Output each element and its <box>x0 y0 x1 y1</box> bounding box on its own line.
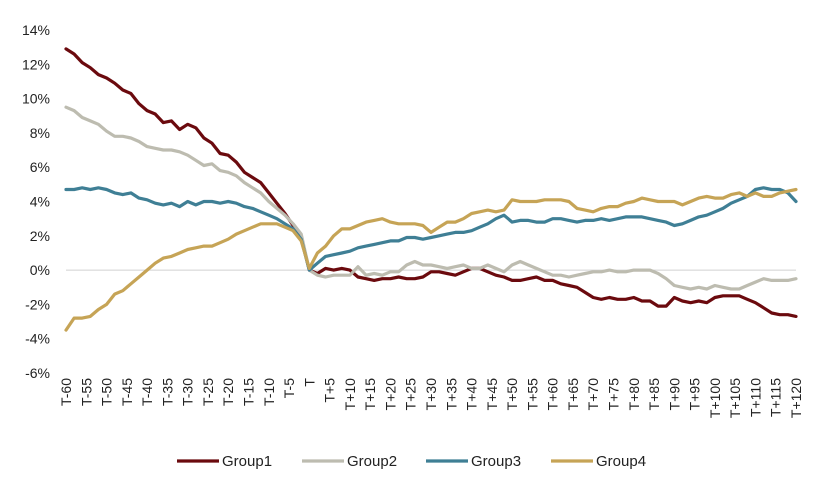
x-tick-label: T+35 <box>443 378 459 411</box>
x-tick-label: T-50 <box>99 378 115 406</box>
x-tick-label: T+90 <box>666 378 682 411</box>
y-tick-label: 10% <box>22 91 50 107</box>
x-tick-label: T <box>301 378 317 387</box>
x-tick-label: T+110 <box>747 378 763 417</box>
series-lines <box>64 47 798 332</box>
y-tick-label: 8% <box>30 125 50 141</box>
x-tick-label: T-45 <box>119 378 135 406</box>
x-tick-label: T+95 <box>687 378 703 411</box>
y-tick-label: 4% <box>30 194 50 210</box>
y-tick-label: 6% <box>30 159 50 175</box>
x-tick-label: T-60 <box>58 378 74 406</box>
y-tick-label: 2% <box>30 228 50 244</box>
y-tick-label: 0% <box>30 262 50 278</box>
series-line-group1 <box>64 47 798 318</box>
legend: Group1 Group2 Group3 Group4 <box>177 453 646 470</box>
legend-label-group4: Group4 <box>596 453 646 470</box>
x-tick-label: T+10 <box>342 378 358 411</box>
x-tick-label: T-35 <box>159 378 175 406</box>
x-tick-label: T+55 <box>524 378 540 411</box>
y-tick-label: -4% <box>25 331 50 347</box>
x-tick-label: T+30 <box>423 378 439 411</box>
y-tick-label: -2% <box>25 296 50 312</box>
series-line-group4 <box>64 187 798 332</box>
x-tick-label: T+115 <box>768 378 784 417</box>
legend-label-group2: Group2 <box>347 453 397 470</box>
x-tick-label: T+100 <box>707 378 723 418</box>
x-tick-label: T-55 <box>78 378 94 406</box>
x-tick-label: T+80 <box>626 378 642 411</box>
x-tick-label: T+85 <box>646 378 662 411</box>
x-tick-label: T-40 <box>139 378 155 406</box>
x-axis-tick-labels: T-60 T-55 T-50 T-45 T-40 T-35 T-30 T-25 T-20 T-15… <box>58 378 804 419</box>
legend-label-group1: Group1 <box>222 453 272 470</box>
x-tick-label: T+60 <box>545 378 561 411</box>
x-tick-label: T+20 <box>382 378 398 411</box>
x-tick-label: T+15 <box>362 378 378 411</box>
x-tick-label: T+45 <box>484 378 500 411</box>
x-tick-label: T+5 <box>322 378 338 403</box>
x-tick-label: T+50 <box>504 378 520 411</box>
y-tick-label: 14% <box>22 22 50 38</box>
x-tick-label: T+40 <box>464 378 480 411</box>
series-line-group3 <box>64 186 798 272</box>
y-tick-label: -6% <box>25 365 50 381</box>
x-tick-label: T-10 <box>261 378 277 406</box>
x-tick-label: T+65 <box>565 378 581 411</box>
series-line-group2 <box>64 105 798 291</box>
x-tick-label: T+25 <box>403 378 419 411</box>
x-tick-label: T+120 <box>788 378 804 418</box>
x-tick-label: T-20 <box>220 378 236 406</box>
x-tick-label: T-5 <box>281 378 297 398</box>
y-axis-tick-labels: 14% 12% 10% 8% 6% 4% 2% 0% -2% -4% -6% <box>22 22 50 381</box>
x-tick-label: T+75 <box>606 378 622 411</box>
x-tick-label: T+70 <box>585 378 601 411</box>
x-tick-label: T-30 <box>180 378 196 406</box>
x-tick-label: T-25 <box>200 378 216 406</box>
x-tick-label: T+105 <box>727 378 743 418</box>
y-tick-label: 12% <box>22 56 50 72</box>
x-tick-label: T-15 <box>241 378 257 406</box>
legend-label-group3: Group3 <box>471 453 521 470</box>
